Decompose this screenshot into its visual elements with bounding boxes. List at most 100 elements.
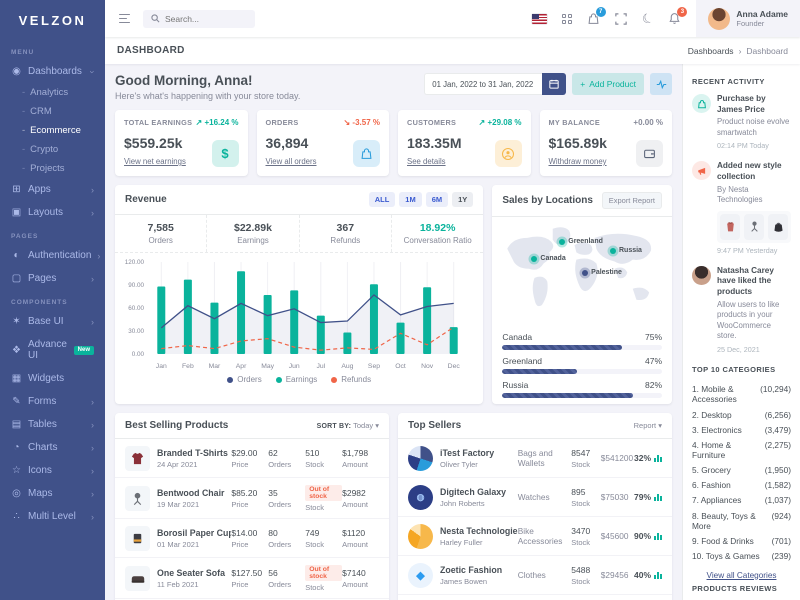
category-row[interactable]: 7. Appliances (1,037) [692,495,791,506]
map-marker-canada[interactable]: Canada [531,255,566,262]
category-row[interactable]: 5. Grocery (1,950) [692,465,791,476]
chevron-right-icon: › [91,511,94,522]
chevron-right-icon: › [91,396,94,407]
sidebar-item-apps[interactable]: ⊞ Apps › [0,178,105,201]
stat-link[interactable]: See details [407,157,446,166]
fullscreen-icon[interactable] [614,12,627,25]
table-row[interactable]: ◍ Digitech Galaxy John Roberts Watches 89… [398,478,672,517]
view-all-categories-link[interactable]: View all Categories [706,570,777,580]
category-row[interactable]: 9. Food & Drinks (701) [692,535,791,546]
legend-dot-orders [227,376,234,383]
sidebar-item-advance-ui[interactable]: ❖ Advance UI New [0,333,105,367]
sidebar-item-analytics[interactable]: Analytics [0,83,105,102]
table-row[interactable]: Borosil Paper Cup 01 Mar 2021 $14.00 Price… [115,519,389,558]
stat-link[interactable]: View all orders [265,157,317,166]
sidebar-item-pages[interactable]: ▢ Pages › [0,267,105,290]
tables-icon: ▤ [11,419,22,430]
stat-link[interactable]: View net earnings [124,157,186,166]
tab-6m[interactable]: 6M [425,192,449,207]
category-row[interactable]: 2. Desktop (6,256) [692,409,791,420]
sidebar-item-icons[interactable]: ☆ Icons › [0,459,105,482]
table-row[interactable]: Branded T-Shirts 24 Apr 2021 $29.00 Price … [115,439,389,478]
stat-label: MY BALANCE [548,118,601,127]
category-row[interactable]: 6. Fashion (1,582) [692,480,791,491]
svg-text:Feb: Feb [182,363,194,370]
sidebar-item-forms[interactable]: ✎ Forms › [0,390,105,413]
sort-by-dropdown[interactable]: SORT BY: Today ▾ [316,421,379,430]
sidebar-item-label: Maps [28,488,53,499]
sidebar-item-multi-level[interactable]: ∴ Multi Level › [0,505,105,528]
map-marker-greenland[interactable]: Greenland [559,238,603,245]
svg-text:Jan: Jan [156,363,167,370]
sidebar-item-projects[interactable]: Projects [0,159,105,178]
stat-link[interactable]: Withdraw money [548,157,607,166]
table-row[interactable]: One Seater Sofa 11 Feb 2021 $127.50 Price … [115,558,389,599]
dark-mode-moon-icon[interactable]: ☾ [639,9,656,28]
layouts-icon: ▣ [11,207,22,218]
notifications-bell-icon[interactable]: 3 [668,7,688,25]
table-row[interactable]: iTest Factory Oliver Tyler Bags and Walle… [398,439,672,478]
calendar-button[interactable] [542,73,567,95]
activity-item[interactable]: Natasha Carey have liked the products Al… [692,265,791,354]
stat-cards: TOTAL EARNINGS ↗ +16.24 % $559.25k View … [115,110,672,176]
category-row[interactable]: 4. Home & Furniture (2,275) [692,439,791,460]
user-avatar [708,7,731,30]
sidebar-item-layouts[interactable]: ▣ Layouts › [0,201,105,224]
icons-icon: ☆ [12,465,21,476]
seller-company: Nesta Technologies [440,525,518,536]
map-marker-palestine[interactable]: Palestine [582,269,622,276]
product-name: Bentwood Chair [157,487,225,498]
add-product-button[interactable]: + Add Product [572,73,644,95]
sidebar-item-charts[interactable]: ◔ Charts › [0,436,105,459]
hamburger-menu-icon[interactable] [115,10,134,28]
activity-item[interactable]: Added new style collection By Nesta Tech… [692,161,791,255]
sidebar-item-dashboards[interactable]: ◉ Dashboards › [0,60,105,83]
tripod-thumbnail[interactable] [744,213,764,240]
breadcrumb-section[interactable]: Dashboards [687,45,734,56]
tab-1y[interactable]: 1Y [452,192,474,207]
topbar-icons: 7 ☾ 3 Anna Adame Founder [531,0,800,37]
table-row[interactable]: ◆ Zoetic Fashion James Bowen Clothes 5488… [398,556,672,595]
report-dropdown[interactable]: Report ▾ [633,421,662,430]
user-menu[interactable]: Anna Adame Founder [696,0,800,37]
apps-grid-icon[interactable] [561,13,572,24]
sidebar-item-authentication[interactable]: ◐ Authentication › [0,244,105,267]
apps-icon: ⊞ [12,184,21,195]
sidebar-item-crm[interactable]: CRM [0,102,105,121]
sidebar-item-ecommerce[interactable]: Ecommerce [0,121,105,140]
category-row[interactable]: 1. Mobile & Accessories (10,294) [692,384,791,405]
category-row[interactable]: 8. Beauty, Toys & More (924) [692,510,791,531]
tab-all[interactable]: ALL [368,192,396,207]
sidebar-item-base-ui[interactable]: ✶ Base UI › [0,310,105,333]
table-row[interactable]: ℮ Meta4SystemsZoe Dennis Furniture 4100S… [398,595,672,600]
category-row[interactable]: 10. Toys & Games (239) [692,551,791,561]
calendar-icon [549,79,559,89]
language-flag-icon[interactable] [531,13,547,24]
sidebar-item-crypto[interactable]: Crypto [0,140,105,159]
tab-1m[interactable]: 1M [399,192,422,207]
category-row[interactable]: 3. Electronics (3,479) [692,424,791,435]
activity-pulse-button[interactable] [650,73,672,95]
seller-logo [408,523,433,549]
export-report-button[interactable]: Export Report [601,192,662,209]
activity-item[interactable]: Purchase by James Price Product noise ev… [692,94,791,150]
table-row[interactable]: Nesta Technologies Harley Fuller Bike Acc… [398,517,672,556]
table-row[interactable]: Bentwood Chair 19 Mar 2021 $85.20 Price 35… [115,478,389,519]
map-marker-russia[interactable]: Russia [609,247,642,254]
search-input[interactable] [165,13,243,24]
seller-logo: ◍ [408,484,433,510]
sidebar-item-maps[interactable]: ◎ Maps › [0,482,105,505]
bag-thumbnail[interactable] [768,213,788,240]
activity-time: 9:47 PM Yesterday [717,245,778,255]
stat-label: TOTAL EARNINGS [124,118,193,127]
date-range-input[interactable] [424,73,543,95]
cart-icon[interactable]: 7 [587,7,606,25]
revenue-stats: 7,585 Orders $22.89k Earnings 367 Refunds 1… [115,215,484,253]
brand-logo[interactable]: VELZON [18,13,87,28]
world-map-svg [507,227,652,307]
shirt-thumbnail[interactable] [720,213,740,240]
sidebar-item-tables[interactable]: ▤ Tables › [0,413,105,436]
revenue-range-tabs: ALL 1M 6M 1Y [368,192,474,207]
sidebar-item-widgets[interactable]: ▦ Widgets [0,367,105,390]
